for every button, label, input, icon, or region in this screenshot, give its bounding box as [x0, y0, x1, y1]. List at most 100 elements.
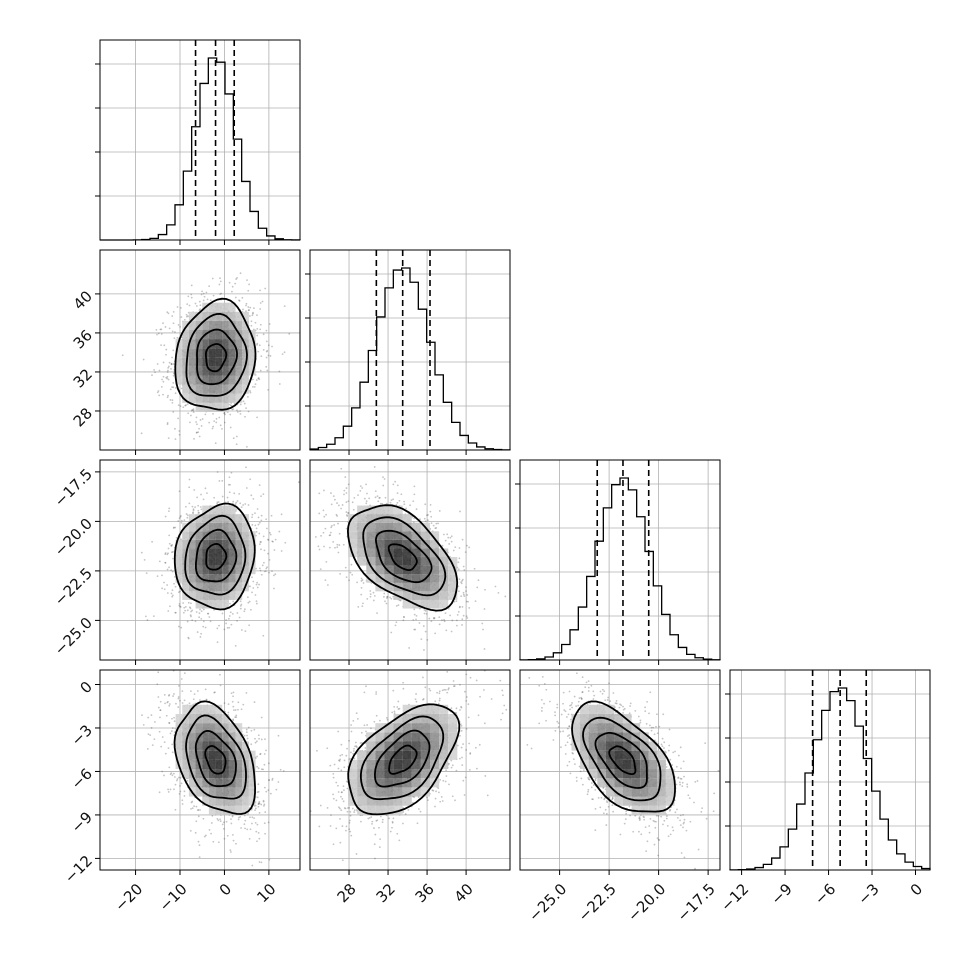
sample-point [168, 510, 170, 513]
sample-point [278, 530, 281, 533]
density-cell [357, 514, 367, 523]
sample-point [238, 616, 241, 619]
sample-point [173, 575, 176, 578]
sample-point [152, 615, 155, 618]
sample-point [166, 311, 169, 314]
sample-point [435, 526, 438, 529]
sample-point [476, 586, 479, 589]
sample-point [247, 306, 250, 308]
sample-point [376, 612, 378, 615]
density-cell [228, 320, 236, 330]
sample-point [170, 569, 173, 572]
sample-point [257, 516, 260, 519]
density-cell [366, 531, 376, 540]
sample-point [360, 593, 363, 596]
sample-point [171, 589, 174, 592]
sample-point [347, 483, 350, 486]
sample-point [268, 531, 271, 534]
sample-point [415, 614, 418, 617]
sample-point [437, 522, 439, 525]
sample-point [187, 315, 189, 317]
density-cell [188, 339, 196, 349]
sample-point [171, 595, 174, 598]
sample-point [423, 609, 426, 611]
sample-point [231, 612, 234, 615]
sample-point [229, 602, 231, 605]
sample-point [163, 344, 166, 347]
sample-point [170, 363, 173, 365]
sample-point [239, 410, 241, 413]
sample-point [361, 605, 364, 608]
sample-point [267, 538, 269, 541]
sample-point [328, 546, 331, 549]
sample-point [384, 600, 386, 603]
sample-point [464, 551, 467, 554]
sample-point [249, 478, 252, 481]
sample-point [334, 498, 336, 501]
sample-point [251, 576, 253, 579]
sample-point [465, 586, 467, 588]
sample-point [248, 600, 251, 603]
sample-point [242, 400, 245, 403]
sample-point [240, 629, 243, 631]
density-cell [215, 599, 223, 609]
sample-point [157, 390, 160, 392]
sample-point [199, 419, 202, 421]
sample-point [162, 375, 165, 378]
sample-point [446, 533, 449, 536]
sample-point [198, 309, 201, 312]
sample-point [249, 315, 251, 317]
density-cell [228, 393, 236, 403]
sample-point [384, 496, 387, 499]
sample-point [202, 625, 205, 628]
density-cell [215, 330, 223, 340]
density-cell [195, 330, 203, 340]
sample-point [438, 510, 441, 512]
sample-point [340, 467, 343, 470]
sample-point [346, 515, 349, 517]
sample-point [259, 569, 262, 572]
density-cell [182, 393, 189, 403]
sample-point [363, 497, 366, 500]
sample-point [236, 276, 238, 279]
sample-point [173, 582, 175, 585]
sample-point [196, 631, 199, 633]
sample-point [168, 507, 171, 510]
sample-point [362, 582, 365, 584]
sample-point [195, 305, 198, 307]
sample-point [155, 328, 158, 331]
panel-frame [519, 459, 721, 661]
histogram-step [519, 477, 721, 661]
sample-point [178, 602, 181, 605]
density-cell [182, 330, 189, 340]
sample-point [351, 573, 354, 576]
sample-point [318, 548, 321, 551]
sample-point [249, 585, 251, 588]
sample-point [344, 476, 347, 478]
sample-point [156, 683, 159, 686]
sample-point [254, 524, 257, 527]
sample-point [347, 500, 350, 503]
sample-point [454, 546, 457, 549]
sample-point [167, 366, 170, 369]
sample-point [392, 483, 395, 486]
sample-point [397, 604, 400, 607]
sample-point [213, 496, 216, 499]
sample-point [258, 532, 261, 535]
density-cell [188, 366, 196, 376]
sample-point [172, 695, 174, 697]
sample-point [235, 278, 238, 280]
sample-point [197, 509, 200, 512]
sample-point [188, 486, 191, 489]
sample-point [338, 532, 341, 535]
sample-point [288, 332, 291, 335]
density-cell [215, 311, 223, 321]
sample-point [392, 498, 395, 501]
density-cell [235, 393, 243, 403]
sample-point [171, 399, 174, 402]
sample-point [383, 592, 386, 595]
sample-point [180, 316, 183, 318]
sample-point [438, 616, 441, 619]
sample-point [260, 861, 263, 864]
density-cell [188, 548, 196, 558]
